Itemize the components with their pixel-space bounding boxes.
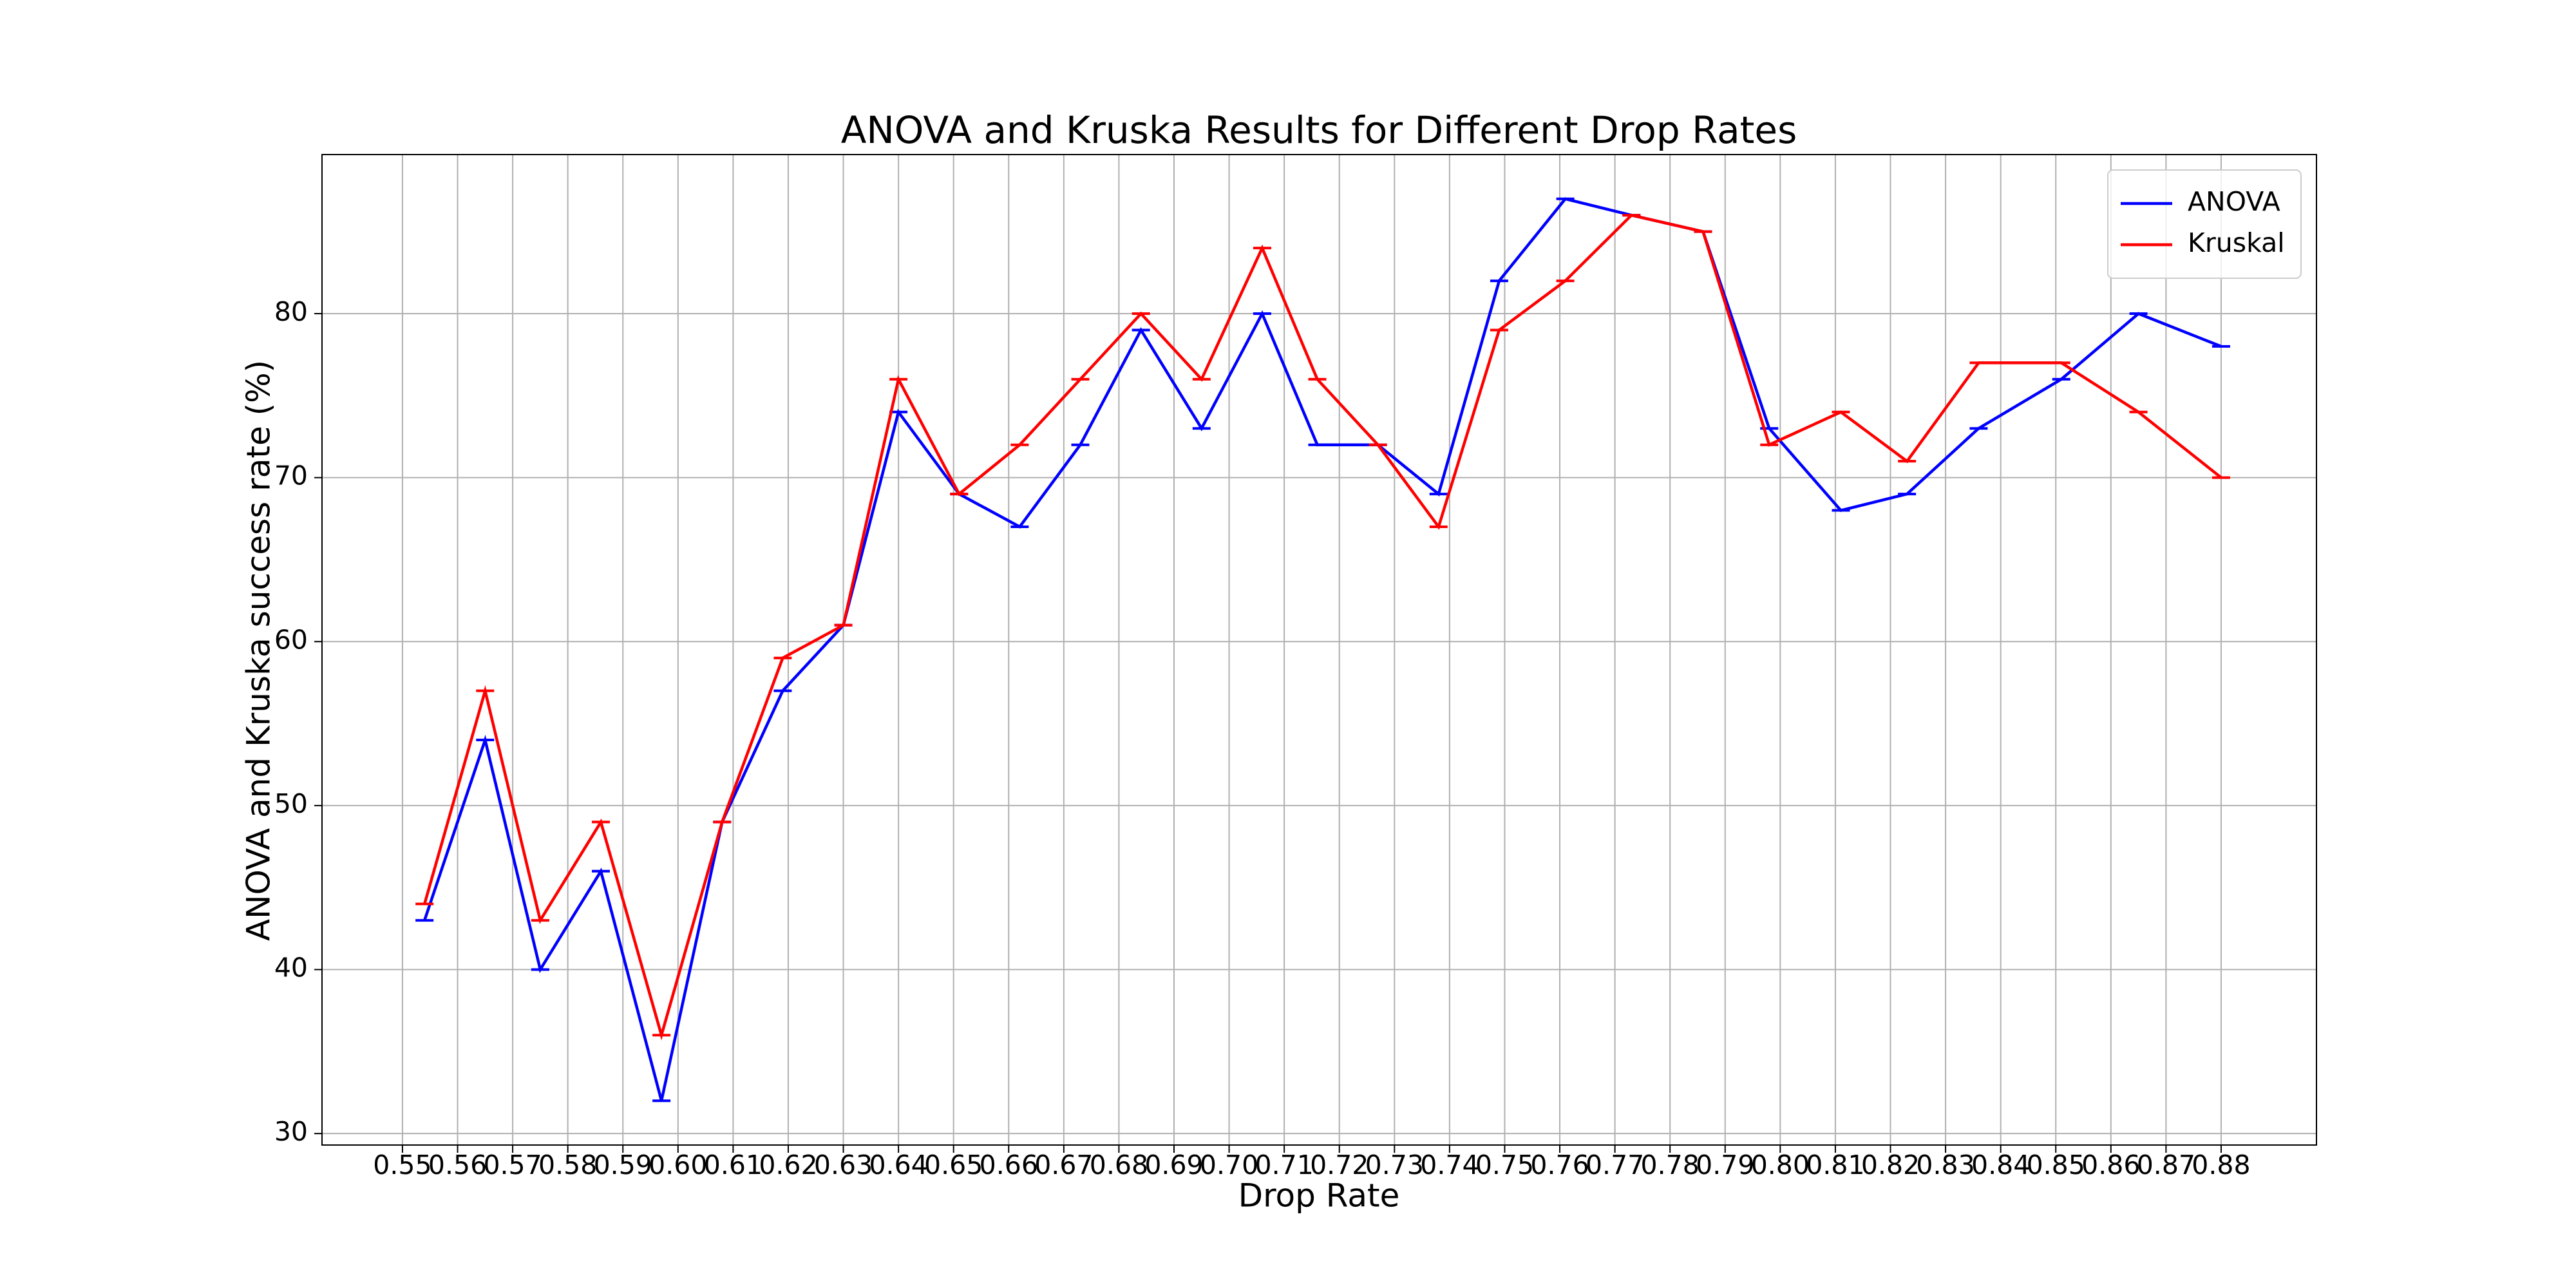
x-tick-label: 0.77 xyxy=(1586,1150,1644,1180)
x-tick-label: 0.67 xyxy=(1034,1150,1093,1180)
x-tick-label: 0.60 xyxy=(649,1150,707,1180)
y-tick-label: 40 xyxy=(274,952,308,983)
x-tick-label: 0.85 xyxy=(2027,1150,2085,1180)
y-tick-label: 30 xyxy=(274,1116,308,1147)
x-tick-label: 0.88 xyxy=(2192,1150,2250,1180)
y-tick-label: 60 xyxy=(274,624,308,655)
legend: ANOVA Kruskal xyxy=(2107,169,2302,279)
x-tick-label: 0.78 xyxy=(1641,1150,1700,1180)
x-tick-label: 0.58 xyxy=(538,1150,597,1180)
x-tick-label: 0.74 xyxy=(1420,1150,1479,1180)
x-tick-label: 0.62 xyxy=(759,1150,817,1180)
x-tick-label: 0.55 xyxy=(373,1150,431,1180)
x-tick-label: 0.68 xyxy=(1090,1150,1148,1180)
x-tick-label: 0.71 xyxy=(1255,1150,1314,1180)
x-tick-label: 0.65 xyxy=(924,1150,983,1180)
x-tick-label: 0.83 xyxy=(1916,1150,1975,1180)
x-tick-label: 0.57 xyxy=(483,1150,542,1180)
x-tick-label: 0.87 xyxy=(2137,1150,2195,1180)
x-tick-label: 0.76 xyxy=(1530,1150,1589,1180)
x-tick-label: 0.84 xyxy=(1971,1150,2030,1180)
x-tick-label: 0.82 xyxy=(1861,1150,1920,1180)
x-tick-label: 0.61 xyxy=(704,1150,762,1180)
x-tick-label: 0.70 xyxy=(1200,1150,1258,1180)
legend-label: ANOVA xyxy=(2188,186,2280,217)
x-tick-label: 0.59 xyxy=(594,1150,652,1180)
x-tick-label: 0.75 xyxy=(1475,1150,1534,1180)
legend-box xyxy=(2107,169,2302,279)
x-tick-label: 0.81 xyxy=(1806,1150,1864,1180)
x-tick-label: 0.72 xyxy=(1310,1150,1368,1180)
x-tick-label: 0.69 xyxy=(1144,1150,1203,1180)
x-tick-label: 0.86 xyxy=(2081,1150,2140,1180)
x-tick-label: 0.64 xyxy=(869,1150,927,1180)
x-axis-label: Drop Rate xyxy=(1238,1177,1400,1215)
plot-frame xyxy=(321,154,2317,1146)
chart-title: ANOVA and Kruska Results for Different D… xyxy=(841,108,1797,152)
x-tick-label: 0.73 xyxy=(1365,1150,1424,1180)
y-tick-label: 70 xyxy=(274,460,308,491)
y-tick-label: 80 xyxy=(274,296,308,327)
x-tick-label: 0.80 xyxy=(1751,1150,1810,1180)
x-tick-label: 0.56 xyxy=(428,1150,487,1180)
y-tick-label: 50 xyxy=(274,788,308,819)
x-tick-label: 0.79 xyxy=(1696,1150,1754,1180)
y-axis-label: ANOVA and Kruska success rate (%) xyxy=(240,360,278,941)
x-tick-label: 0.66 xyxy=(980,1150,1038,1180)
legend-label: Kruskal xyxy=(2188,227,2285,258)
x-tick-label: 0.63 xyxy=(814,1150,873,1180)
